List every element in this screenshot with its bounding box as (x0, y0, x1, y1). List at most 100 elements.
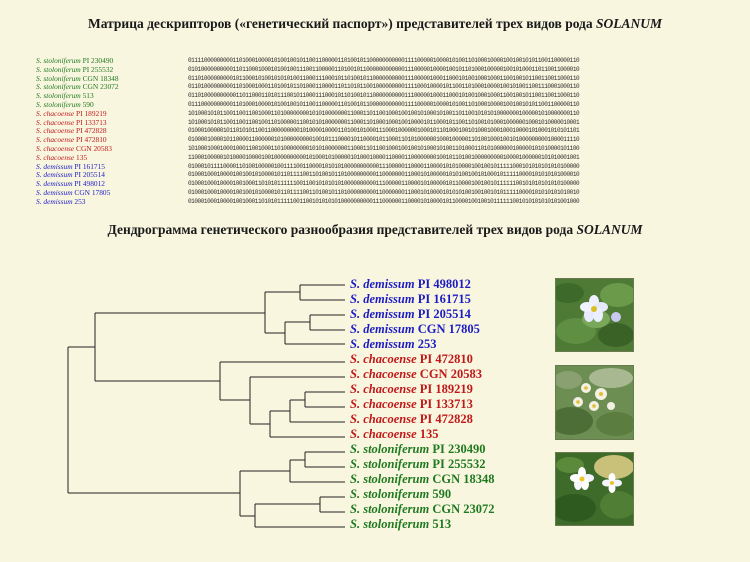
dendrogram-title: Дендрограмма генетического разнообразия … (0, 222, 750, 238)
matrix-row-label: S. demissum PI 498012 (36, 179, 105, 189)
chacoense-flower-image (556, 366, 633, 439)
branch (239, 470, 290, 517)
leaf-species: S. stoloniferum (350, 457, 430, 471)
dendrogram-leaf: S. demissum PI 205514 (350, 307, 471, 322)
leaf-accession: 253 (414, 337, 437, 351)
matrix-row: S. chacoense PI 133713 101000101011001100… (36, 117, 736, 128)
matrix-row-label: S. demissum PI 161715 (36, 161, 105, 172)
matrix-row: S. chacoense 135 110001000001010000100001… (36, 153, 736, 163)
matrix-species: S. demissum (36, 170, 73, 180)
leaf-accession: CGN 17805 (414, 322, 480, 336)
matrix-accession: PI 189219 (74, 108, 107, 118)
dendrogram-leaf: S. stoloniferum CGN 18348 (350, 472, 494, 487)
leaf-species: S. chacoense (350, 382, 417, 396)
branch (254, 503, 345, 528)
dendrogram-title-text: Дендрограмма генетического разнообразия … (107, 222, 577, 237)
leaf-accession: PI 230490 (429, 442, 486, 456)
matrix-species: S. demissum (36, 161, 73, 171)
matrix-descriptor-code: 0110100000000010110001010010101010011000… (188, 74, 580, 82)
leaf-species: S. chacoense (350, 352, 417, 366)
matrix-row: S. stoloniferum 590 011100000000001101000… (36, 99, 736, 110)
descriptor-matrix: S. stoloniferum PI 230490 011110000000001… (36, 56, 736, 207)
matrix-row: S. demissum PI 205514 0100010001000010010… (36, 170, 736, 180)
matrix-species: S. chacoense (36, 117, 75, 127)
demissum-flower-image (556, 279, 633, 351)
matrix-row-label: S. demissum 253 (36, 197, 85, 207)
dendrogram-leaf: S. stoloniferum PI 230490 (350, 442, 485, 457)
stoloniferum-flower-photo (555, 452, 634, 526)
dendrogram-leaf: S. stoloniferum 513 (350, 517, 451, 532)
leaf-species: S. demissum (350, 322, 415, 336)
matrix-row-label: S. stoloniferum CGN 18348 (36, 74, 119, 84)
branch (67, 346, 240, 494)
dendrogram-leaf: S. demissum PI 498012 (350, 277, 471, 292)
matrix-descriptor-code: 1010001000100010001100100011010000000010… (188, 144, 580, 152)
leaf-species: S. stoloniferum (350, 442, 430, 456)
matrix-row: S. stoloniferum CGN 18348 011010000000001… (36, 74, 736, 84)
dendrogram-branches (67, 284, 345, 528)
matrix-row-label: S. stoloniferum CGN 23072 (36, 82, 119, 92)
matrix-accession: 513 (80, 91, 94, 101)
matrix-species: S. chacoense (36, 143, 75, 153)
leaf-accession: PI 133713 (416, 397, 473, 411)
leaf-species: S. stoloniferum (350, 487, 430, 501)
dendrogram-leaf: S. chacoense PI 472810 (350, 352, 473, 367)
matrix-accession: 590 (80, 99, 94, 109)
matrix-row-label: S. chacoense PI 472810 (36, 135, 107, 145)
matrix-accession: PI 472810 (74, 135, 107, 145)
branch (284, 321, 345, 345)
matrix-row: S. chacoense PI 189219 101000101011001100… (36, 108, 736, 119)
leaf-species: S. demissum (350, 307, 415, 321)
matrix-descriptor-code: 0100010001000010010001101010111110011001… (188, 197, 580, 205)
leaf-accession: CGN 18348 (429, 472, 495, 486)
matrix-row-label: S. chacoense PI 133713 (36, 117, 107, 128)
matrix-row-label: S. stoloniferum 590 (36, 99, 94, 110)
branch (94, 312, 265, 382)
dendrogram-leaf: S. chacoense PI 472828 (350, 412, 473, 427)
matrix-descriptor-code: 0100010001000010010001101010111111001100… (188, 180, 580, 188)
leaf-species: S. stoloniferum (350, 502, 430, 516)
matrix-row-label: S. chacoense PI 472828 (36, 126, 107, 136)
matrix-species: S. demissum (36, 187, 73, 197)
matrix-row: S. demissum CGN 17805 0100010001000010010… (36, 187, 736, 198)
matrix-accession: PI 472828 (74, 126, 107, 136)
leaf-accession: CGN 20583 (416, 367, 482, 381)
matrix-accession: PI 205514 (72, 170, 105, 180)
matrix-species: S. stoloniferum (36, 91, 81, 101)
leaf-species: S. chacoense (350, 397, 417, 411)
matrix-row-label: S. chacoense 135 (36, 153, 87, 163)
matrix-descriptor-code: 0100010000010110101011001100000000010100… (188, 127, 580, 135)
dendrogram-leaf: S. chacoense PI 189219 (350, 382, 473, 397)
dendrogram-leaf: S. chacoense 135 (350, 427, 439, 442)
matrix-row: S. demissum PI 498012 0100010001000010010… (36, 179, 736, 189)
matrix-row-label: S. stoloniferum PI 255532 (36, 65, 113, 75)
matrix-row-label: S. demissum CGN 17805 (36, 187, 111, 198)
matrix-species: S. stoloniferum (36, 99, 81, 109)
branch (219, 361, 345, 401)
dendrogram-leaf: S. demissum 253 (350, 337, 436, 352)
leaf-species: S. demissum (350, 337, 415, 351)
leaf-accession: PI 472828 (416, 412, 473, 426)
leaf-accession: PI 189219 (416, 382, 473, 396)
leaf-accession: 590 (429, 487, 452, 501)
matrix-descriptor-code: 1010001010110011001100100011010000000010… (188, 109, 580, 117)
matrix-accession: CGN 17805 (72, 187, 111, 197)
leaf-species: S. chacoense (350, 427, 417, 441)
matrix-accession: PI 133713 (74, 117, 107, 127)
branch (289, 399, 345, 423)
matrix-accession: CGN 20583 (74, 143, 112, 153)
matrix-descriptor-code: 0100010001000010010010100001011011110011… (188, 188, 580, 196)
matrix-accession: PI 161715 (72, 161, 105, 171)
leaf-accession: PI 161715 (414, 292, 471, 306)
leaf-accession: 513 (429, 517, 452, 531)
leaf-accession: PI 498012 (414, 277, 471, 291)
chacoense-flower-photo (555, 365, 634, 440)
dendrogram-leaf: S. demissum PI 161715 (350, 292, 471, 307)
leaf-species: S. stoloniferum (350, 517, 430, 531)
leaf-accession: CGN 23072 (429, 502, 495, 516)
leaf-accession: PI 255532 (429, 457, 486, 471)
matrix-row: S. stoloniferum PI 230490 011110000000001… (36, 56, 736, 66)
matrix-descriptor-code: 0101000000000011011000100010100100111001… (188, 65, 580, 73)
leaf-species: S. chacoense (350, 412, 417, 426)
